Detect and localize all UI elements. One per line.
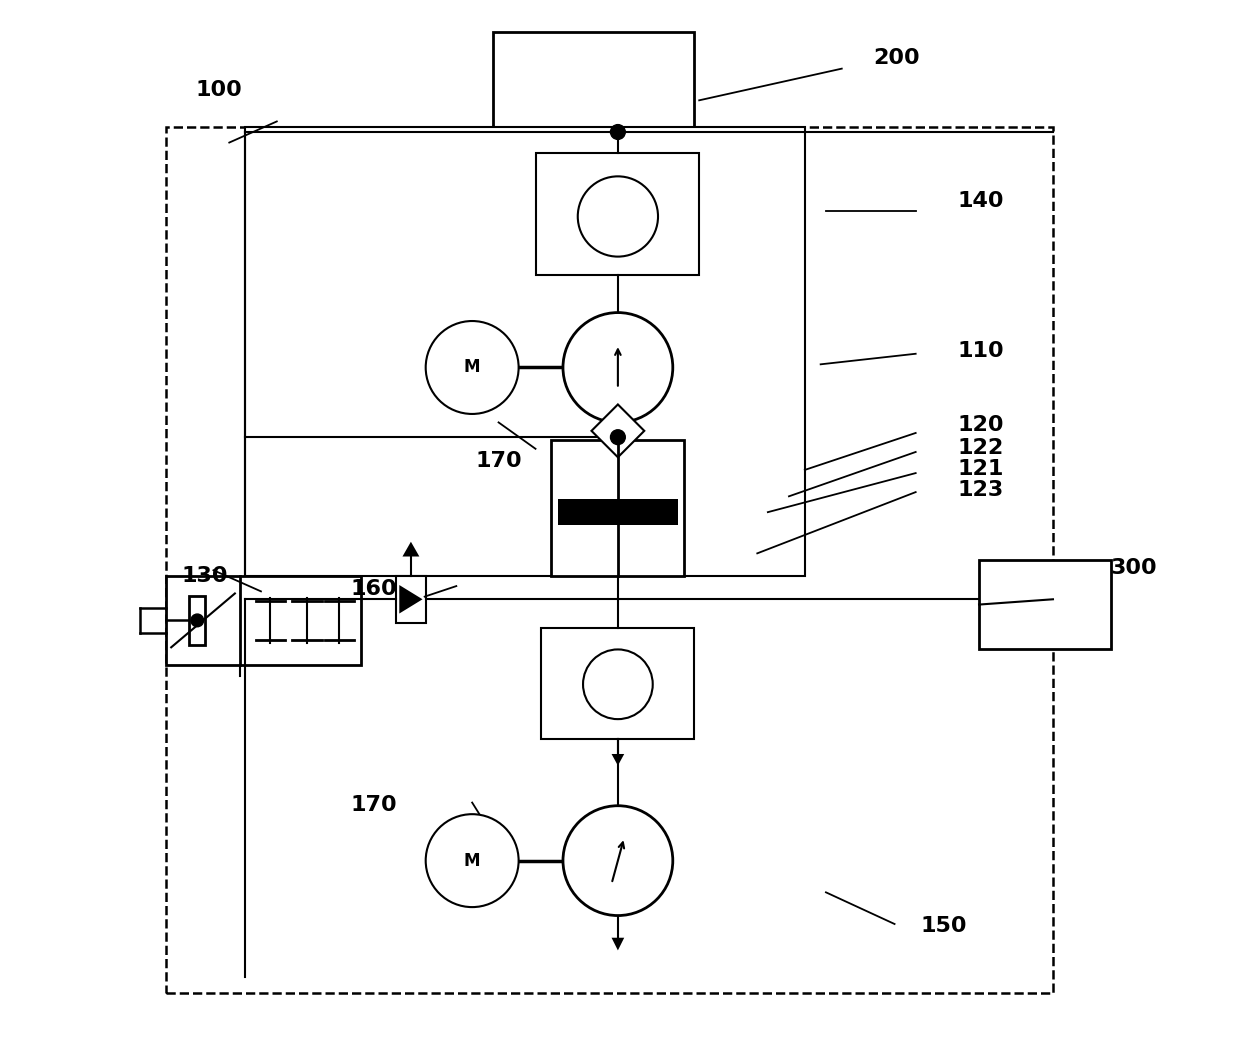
Bar [541, 628, 694, 739]
Text: 123: 123 [959, 480, 1004, 499]
Polygon shape [591, 404, 645, 457]
Text: 110: 110 [959, 341, 1004, 360]
Polygon shape [403, 542, 419, 557]
Text: 121: 121 [959, 459, 1004, 478]
Polygon shape [399, 585, 423, 614]
Text: 140: 140 [959, 191, 1004, 210]
Circle shape [191, 615, 203, 627]
Text: 100: 100 [196, 80, 242, 99]
Text: 122: 122 [959, 438, 1004, 457]
Polygon shape [611, 938, 624, 950]
Text: 200: 200 [873, 49, 920, 68]
Circle shape [425, 321, 518, 414]
Text: 150: 150 [921, 917, 967, 936]
Bar [246, 127, 805, 576]
Bar [980, 560, 1111, 649]
Bar [558, 498, 678, 525]
Text: 130: 130 [182, 566, 228, 585]
Bar [396, 576, 425, 623]
Circle shape [425, 814, 518, 907]
Bar [494, 32, 694, 127]
Bar [536, 153, 699, 275]
Text: M: M [464, 358, 480, 377]
Bar [166, 576, 361, 665]
Circle shape [578, 176, 658, 257]
Text: 300: 300 [1111, 559, 1158, 578]
Circle shape [610, 430, 625, 445]
Text: 160: 160 [351, 580, 397, 599]
Circle shape [563, 806, 673, 916]
Bar [190, 596, 205, 645]
Bar [552, 440, 684, 576]
Bar [166, 127, 1053, 993]
Text: 170: 170 [351, 795, 397, 814]
Text: 170: 170 [475, 452, 522, 471]
Circle shape [563, 313, 673, 422]
Circle shape [610, 125, 625, 139]
Text: M: M [464, 851, 480, 870]
Circle shape [583, 649, 652, 719]
Text: 120: 120 [959, 415, 1004, 434]
Polygon shape [611, 754, 624, 766]
